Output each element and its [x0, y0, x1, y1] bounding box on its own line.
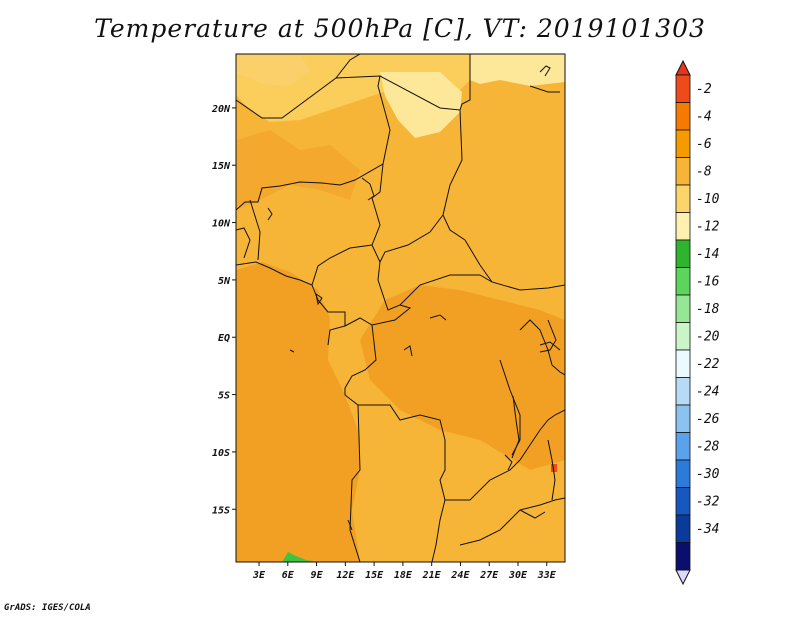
- lat-tick-label: 10N: [212, 219, 231, 230]
- colorbar: -2 -4 -6 -8 -10 -12 -14 -16 -18 -20 -22 -24 -26 -28 -3…: [675, 59, 720, 586]
- colorbar-swatch: [675, 102, 691, 131]
- temperature-fill-cool-region-west: [236, 55, 310, 86]
- colorbar-swatch: [675, 487, 691, 516]
- map-title: Temperature at 500hPa [C], VT: 201910130…: [94, 14, 706, 43]
- colorbar-label: -22: [696, 357, 720, 372]
- longitude-axis: 3E 6E 9E 12E 15E 18E 21E 24E 27E 30E 33E: [252, 562, 557, 581]
- lat-tick-label: 5S: [218, 391, 230, 402]
- lon-tick-label: 15E: [365, 570, 384, 581]
- colorbar-swatch: [675, 349, 691, 378]
- temperature-fill-cold-patch: [282, 552, 318, 562]
- colorbar-swatch: [675, 404, 691, 433]
- colorbar-swatch: [675, 157, 691, 186]
- colorbar-label: -2: [696, 82, 712, 97]
- colorbar-label: -4: [696, 110, 712, 125]
- colorbar-bottom-arrow: [675, 569, 691, 586]
- grads-credit: GrADS: IGES/COLA: [4, 603, 91, 613]
- lon-tick-label: 24E: [450, 570, 470, 581]
- colorbar-swatch: [675, 322, 691, 351]
- lon-tick-label: 18E: [394, 570, 413, 581]
- lat-tick-label: 20N: [211, 104, 231, 115]
- temperature-fill-coolest-region: [380, 72, 462, 138]
- colorbar-label: -30: [696, 467, 720, 482]
- lon-tick-label: 3E: [252, 570, 266, 581]
- colorbar-swatch: [675, 294, 691, 323]
- lon-tick-label: 27E: [479, 570, 499, 581]
- temperature-fill-warm-region-north: [236, 130, 360, 210]
- colorbar-label: -6: [696, 137, 712, 152]
- colorbar-swatch: [675, 267, 691, 296]
- lat-tick-label: 5N: [218, 276, 231, 287]
- colorbar-label: -16: [696, 275, 720, 290]
- temperature-fill-hot-speck: [551, 464, 557, 472]
- colorbar-label: -24: [696, 385, 719, 400]
- colorbar-swatch: [675, 377, 691, 406]
- lat-tick-label: 15N: [212, 161, 231, 172]
- lon-tick-label: 30E: [508, 570, 528, 581]
- colorbar-label: -14: [696, 247, 719, 262]
- colorbar-swatch: [675, 542, 691, 571]
- colorbar-swatch: [675, 184, 691, 213]
- country-borders: [236, 54, 565, 562]
- colorbar-label: -28: [696, 440, 720, 455]
- colorbar-swatch: [675, 514, 691, 543]
- colorbar-swatch: [675, 432, 691, 461]
- lon-tick-label: 12E: [336, 570, 355, 581]
- colorbar-swatch: [675, 459, 691, 488]
- colorbar-label: -8: [696, 165, 712, 180]
- temperature-fill-coolest-region-ne: [470, 54, 565, 86]
- colorbar-label: -32: [696, 495, 720, 510]
- latitude-axis: 20N 15N 10N 5N EQ 5S 10S 15S: [211, 104, 236, 516]
- colorbar-top-arrow: [675, 59, 691, 76]
- colorbar-swatch: [675, 212, 691, 241]
- colorbar-swatch: [675, 129, 691, 158]
- colorbar-label: -26: [696, 412, 720, 427]
- colorbar-label: -34: [696, 522, 719, 537]
- map-frame: [235, 53, 566, 563]
- lon-tick-label: 21E: [422, 570, 442, 581]
- colorbar-label: -10: [696, 192, 720, 207]
- colorbar-label: -18: [696, 302, 720, 317]
- colorbar-swatch: [675, 239, 691, 268]
- lon-tick-label: 9E: [311, 570, 324, 581]
- colorbar-label: -12: [696, 220, 720, 235]
- colorbar-swatch: [675, 74, 691, 103]
- lon-tick-label: 33E: [537, 570, 557, 581]
- lon-tick-label: 6E: [282, 570, 295, 581]
- lat-tick-label: 15S: [212, 505, 230, 516]
- map-panel: [236, 54, 565, 562]
- lat-tick-label: EQ: [218, 333, 230, 344]
- lat-tick-label: 10S: [212, 448, 230, 459]
- colorbar-label: -20: [696, 330, 720, 345]
- temperature-fill-warm-region-central: [360, 285, 565, 470]
